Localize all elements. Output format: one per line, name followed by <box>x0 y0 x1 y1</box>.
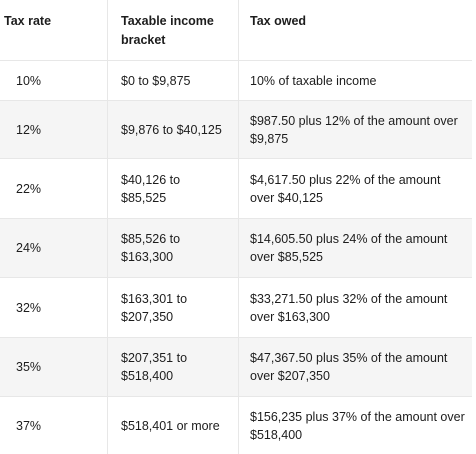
header-bracket-line1: Taxable income <box>121 14 214 28</box>
table-row: 35% $207,351 to $518,400 $47,367.50 plus … <box>0 338 472 397</box>
rate-value: 12% <box>16 122 42 137</box>
cell-owed: $33,271.50 plus 32% of the amount over $1… <box>238 278 472 337</box>
table-row: 37% $518,401 or more $156,235 plus 37% o… <box>0 397 472 454</box>
header-bracket-line2: bracket <box>121 33 166 47</box>
rate-value: 37% <box>16 418 42 433</box>
bracket-value: $0 to $9,875 <box>121 72 191 90</box>
cell-bracket: $207,351 to $518,400 <box>107 338 238 396</box>
cell-bracket: $518,401 or more <box>107 397 238 454</box>
bracket-value: $163,301 to $207,350 <box>121 290 187 326</box>
bracket-value: $9,876 to $40,125 <box>121 121 222 139</box>
owed-value: $156,235 plus 37% of the amount over $518… <box>250 408 465 444</box>
bracket-line1: $163,301 to <box>121 291 188 306</box>
bracket-value: $40,126 to $85,525 <box>121 171 180 207</box>
owed-value: $4,617.50 plus 22% of the amount over $40… <box>250 171 440 207</box>
cell-owed: $14,605.50 plus 24% of the amount over $8… <box>238 219 472 277</box>
owed-line2: over $85,525 <box>250 250 323 264</box>
owed-line2: over $40,125 <box>250 190 323 205</box>
owed-line1: $4,617.50 plus 22% of the amount <box>250 172 441 187</box>
cell-rate: 37% <box>0 397 107 454</box>
owed-line2: over $163,300 <box>250 309 330 324</box>
header-tax-owed-label: Tax owed <box>250 14 307 28</box>
cell-owed: $47,367.50 plus 35% of the amount over $2… <box>238 338 472 396</box>
header-tax-rate-label: Tax rate <box>4 14 52 28</box>
owed-line2: $518,400 <box>250 427 303 442</box>
owed-line1: $14,605.50 plus 24% of the amount <box>250 232 448 246</box>
table-row: 32% $163,301 to $207,350 $33,271.50 plus … <box>0 278 472 338</box>
table-header-row: Tax rate Taxable income bracket Tax owed <box>0 0 472 61</box>
cell-rate: 22% <box>0 159 107 218</box>
bracket-line1: $0 to $9,875 <box>121 73 191 88</box>
bracket-line2: $163,300 <box>121 250 174 264</box>
owed-line2: over $207,350 <box>250 369 330 383</box>
bracket-line1: $518,401 or more <box>121 418 220 433</box>
cell-rate: 12% <box>0 101 107 158</box>
table-row: 22% $40,126 to $85,525 $4,617.50 plus 22%… <box>0 159 472 219</box>
cell-bracket: $163,301 to $207,350 <box>107 278 238 337</box>
cell-owed: $4,617.50 plus 22% of the amount over $40… <box>238 159 472 218</box>
cell-owed: $987.50 plus 12% of the amount over $9,87… <box>238 101 472 158</box>
bracket-line1: $85,526 to <box>121 232 181 246</box>
cell-rate: 32% <box>0 278 107 337</box>
owed-line1: $156,235 plus 37% of the amount over <box>250 409 465 424</box>
rate-value: 10% <box>16 73 42 88</box>
owed-value: $987.50 plus 12% of the amount over $9,87… <box>250 112 458 148</box>
rate-value: 22% <box>16 181 42 196</box>
owed-value: $33,271.50 plus 32% of the amount over $1… <box>250 290 447 326</box>
bracket-value: $518,401 or more <box>121 417 220 435</box>
table-row: 10% $0 to $9,875 10% of taxable income <box>0 61 472 101</box>
header-tax-rate: Tax rate <box>0 0 107 60</box>
bracket-line1: $9,876 to $40,125 <box>121 122 222 137</box>
cell-rate: 24% <box>0 219 107 277</box>
owed-line1: $33,271.50 plus 32% of the amount <box>250 291 448 306</box>
bracket-line2: $518,400 <box>121 369 174 383</box>
cell-bracket: $85,526 to $163,300 <box>107 219 238 277</box>
owed-value: 10% of taxable income <box>250 72 376 90</box>
owed-line1: $987.50 plus 12% of the amount over <box>250 113 458 128</box>
owed-value: $47,367.50 plus 35% of the amount over $2… <box>250 349 447 385</box>
bracket-value: $207,351 to $518,400 <box>121 349 187 385</box>
cell-rate: 35% <box>0 338 107 396</box>
table-row: 12% $9,876 to $40,125 $987.50 plus 12% o… <box>0 101 472 159</box>
cell-owed: $156,235 plus 37% of the amount over $518… <box>238 397 472 454</box>
bracket-value: $85,526 to $163,300 <box>121 230 180 266</box>
owed-line2: $9,875 <box>250 131 289 146</box>
cell-owed: 10% of taxable income <box>238 61 472 100</box>
owed-line1: $47,367.50 plus 35% of the amount <box>250 351 448 365</box>
owed-line1: 10% of taxable income <box>250 73 377 88</box>
rate-value: 35% <box>16 360 42 374</box>
bracket-line1: $207,351 to <box>121 351 188 365</box>
cell-bracket: $40,126 to $85,525 <box>107 159 238 218</box>
table-row: 24% $85,526 to $163,300 $14,605.50 plus 2… <box>0 219 472 278</box>
header-bracket: Taxable income bracket <box>107 0 238 60</box>
rate-value: 24% <box>16 241 42 255</box>
cell-rate: 10% <box>0 61 107 100</box>
bracket-line1: $40,126 to <box>121 172 181 187</box>
cell-bracket: $9,876 to $40,125 <box>107 101 238 158</box>
header-bracket-label: Taxable income bracket <box>121 12 214 50</box>
bracket-line2: $85,525 <box>121 190 167 205</box>
bracket-line2: $207,350 <box>121 309 174 324</box>
rate-value: 32% <box>16 300 42 315</box>
owed-value: $14,605.50 plus 24% of the amount over $8… <box>250 230 447 266</box>
header-tax-owed: Tax owed <box>238 0 472 60</box>
cell-bracket: $0 to $9,875 <box>107 61 238 100</box>
